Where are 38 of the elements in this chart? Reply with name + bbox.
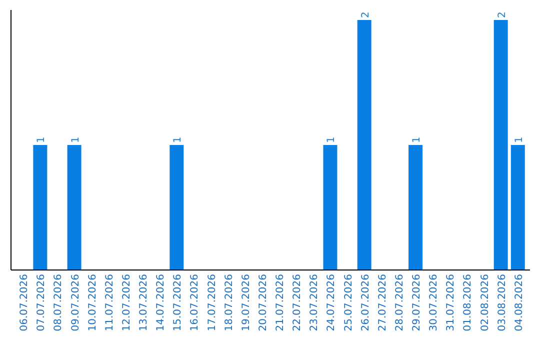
x-tick-label: 12.07.2026 <box>121 274 132 332</box>
x-tick-label: 24.07.2026 <box>326 274 338 332</box>
x-tick-label: 20.07.2026 <box>258 274 269 332</box>
x-tick-label: 26.07.2026 <box>360 274 372 332</box>
x-tick-label: 13.07.2026 <box>138 274 150 332</box>
x-tick-label: 09.07.2026 <box>70 274 82 332</box>
x-tick-label: 03.08.2026 <box>496 274 508 332</box>
x-tick-label: 23.07.2026 <box>309 274 320 332</box>
data-label: 1 <box>514 136 525 143</box>
x-tick-label: 27.07.2026 <box>377 274 388 332</box>
data-label: 1 <box>36 136 48 143</box>
data-label: 1 <box>326 136 338 143</box>
x-tick-label: 21.07.2026 <box>275 274 286 332</box>
x-tick-label: 14.07.2026 <box>156 274 167 332</box>
x-tick-label: 15.07.2026 <box>172 274 184 332</box>
x-tick-label: 22.07.2026 <box>292 274 304 332</box>
data-label: 1 <box>172 136 184 143</box>
x-tick-label: 18.07.2026 <box>224 274 235 332</box>
x-tick-label: 10.07.2026 <box>87 274 98 332</box>
x-tick-label: 29.07.2026 <box>412 274 423 332</box>
data-label: 1 <box>70 136 82 143</box>
x-tick-label: 16.07.2026 <box>190 274 201 332</box>
x-tick-label: 04.08.2026 <box>514 274 525 332</box>
x-tick-label: 02.08.2026 <box>480 274 491 332</box>
data-label: 2 <box>496 12 508 18</box>
x-tick-label: 08.07.2026 <box>53 274 64 332</box>
x-tick-label: 11.07.2026 <box>104 274 116 332</box>
x-tick-label: 31.07.2026 <box>446 274 457 332</box>
x-tick-label: 07.07.2026 <box>36 274 48 332</box>
x-tick-label: 28.07.2026 <box>394 274 406 332</box>
x-tick-label: 01.08.2026 <box>462 274 474 332</box>
x-tick-label: 25.07.2026 <box>343 274 354 332</box>
data-label: 1 <box>412 136 423 143</box>
x-tick-label: 30.07.2026 <box>428 274 440 332</box>
x-tick-label: 19.07.2026 <box>240 274 252 332</box>
x-tick-label: 06.07.2026 <box>19 274 30 332</box>
x-tick-label: 17.07.2026 <box>206 274 218 332</box>
data-label: 2 <box>360 12 372 18</box>
